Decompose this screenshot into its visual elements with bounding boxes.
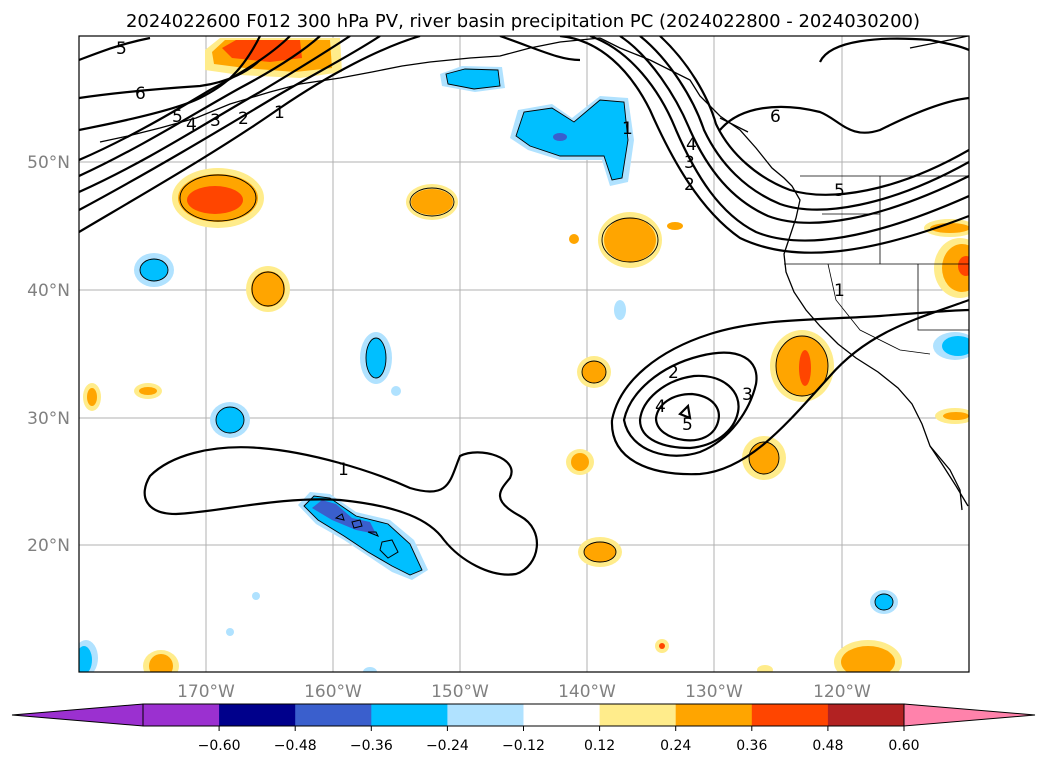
contour-label-ne-6: 6 <box>770 107 781 127</box>
colorbar-bin <box>295 704 372 726</box>
lon-label-160w: 160°W <box>304 682 362 702</box>
colorbar-bin <box>371 704 448 726</box>
colorbar-tick-label: −0.60 <box>198 738 241 754</box>
lat-label-40n: 40°N <box>27 281 70 301</box>
contour-label-e-1: 1 <box>834 281 845 301</box>
thin-contours <box>139 68 894 611</box>
lat-label-20n: 20°N <box>27 536 70 556</box>
contour-label-nw-6: 6 <box>135 84 146 104</box>
lon-label-170w: 170°W <box>177 682 235 702</box>
pv-contours <box>79 36 969 576</box>
colorbar-tick-label: 0.60 <box>888 738 919 754</box>
colorbar-ticks: −0.60 −0.48 −0.36 −0.24 −0.12 0.12 0.24 0.36 0.4… <box>198 726 920 754</box>
contour-label-nw-5b: 5 <box>172 107 183 127</box>
colorbar-tick-label: 0.24 <box>660 738 691 754</box>
negative-pc-patches <box>79 66 969 672</box>
colorbar-bin <box>827 704 905 726</box>
contour-label-ne-4: 4 <box>686 135 697 155</box>
longitude-labels: 170°W 160°W 150°W 140°W 130°W 120°W <box>177 682 871 702</box>
colorbar-bin <box>523 704 601 726</box>
contour-label-nw-3: 3 <box>210 111 221 131</box>
map-frame <box>78 35 970 673</box>
colorbar-tick-label: −0.12 <box>502 738 545 754</box>
lat-label-30n: 30°N <box>27 409 70 429</box>
colorbar-bin <box>751 704 829 726</box>
contour-label-nw-5a: 5 <box>116 39 127 59</box>
lat-label-50n: 50°N <box>27 153 70 173</box>
contour-label-ne-1: 1 <box>622 119 633 139</box>
contour-label-ne-5: 5 <box>834 181 845 201</box>
contour-label-ne-2: 2 <box>684 175 695 195</box>
colorbar-bin <box>447 704 524 726</box>
lon-label-130w: 130°W <box>685 682 743 702</box>
lon-label-150w: 150°W <box>431 682 489 702</box>
contour-label-nw-4: 4 <box>186 115 197 135</box>
lon-label-120w: 120°W <box>813 682 871 702</box>
colorbar-under-extension <box>11 703 144 727</box>
contour-label-low-3: 3 <box>742 385 753 405</box>
colorbar-bin <box>219 704 296 726</box>
colorbar-over-extension <box>903 703 1036 727</box>
contour-label-low-2: 2 <box>668 363 679 383</box>
colorbar-bin <box>675 704 753 726</box>
contour-label-low-4: 4 <box>655 397 666 417</box>
contour-label-low-5: 5 <box>682 415 693 435</box>
map-panel: 5 6 5 4 3 2 1 1 4 3 2 6 5 1 1 2 4 5 3 <box>78 35 970 673</box>
colorbar: −0.60 −0.48 −0.36 −0.24 −0.12 0.12 0.24 0.36 0.4… <box>11 703 1036 754</box>
colorbar-tick-label: 0.48 <box>812 738 843 754</box>
colorbar-tick-label: −0.36 <box>350 738 393 754</box>
contour-label-sw-1: 1 <box>338 460 349 480</box>
pv-contour-labels: 5 6 5 4 3 2 1 1 4 3 2 6 5 1 1 2 4 5 3 <box>116 39 845 480</box>
colorbar-tick-label: 0.36 <box>736 738 767 754</box>
colorbar-bins <box>142 703 905 727</box>
contour-label-nw-1: 1 <box>274 103 285 123</box>
latitude-labels: 50°N 40°N 30°N 20°N <box>27 153 70 556</box>
hawaii-islands <box>334 513 399 559</box>
lon-label-140w: 140°W <box>558 682 616 702</box>
map-title: 2024022600 F012 300 hPa PV, river basin … <box>126 11 920 32</box>
contour-label-ne-3: 3 <box>684 153 695 173</box>
contour-label-nw-2: 2 <box>238 109 249 129</box>
colorbar-bin <box>599 704 677 726</box>
colorbar-tick-label: 0.12 <box>584 738 615 754</box>
colorbar-tick-label: −0.24 <box>426 738 469 754</box>
colorbar-tick-label: −0.48 <box>274 738 317 754</box>
colorbar-bin <box>143 704 220 726</box>
